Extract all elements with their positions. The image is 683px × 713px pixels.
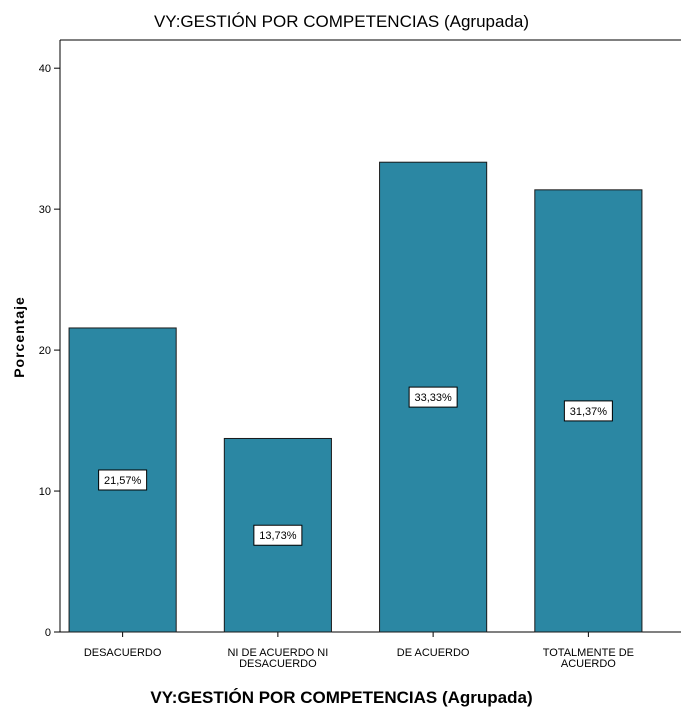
data-label: 31,37%: [570, 406, 608, 418]
data-label-box: [408, 386, 458, 408]
x-axis-title: VY:GESTIÓN POR COMPETENCIAS (Agrupada): [150, 688, 533, 707]
x-tick-label: DESACUERDO: [84, 647, 162, 659]
data-label-box: [98, 469, 148, 491]
bars: [68, 161, 643, 633]
x-tick-label: NI DE ACUERDO NI: [227, 647, 328, 659]
x-tick-label: DESACUERDO: [239, 658, 317, 670]
y-tick-label: 10: [39, 486, 51, 498]
data-label: 21,57%: [104, 475, 142, 487]
data-label-box: [563, 400, 613, 422]
data-label: 13,73%: [259, 530, 297, 542]
y-tick-label: 0: [45, 627, 51, 639]
data-labels: 21,57% 13,73% 33,33% 31,37%: [98, 386, 613, 546]
y-tick-label: 30: [39, 204, 51, 216]
data-label-box: [253, 524, 303, 546]
y-tick-label: 40: [39, 63, 51, 75]
y-tick-label: 20: [39, 345, 51, 357]
y-axis-title: Porcentaje: [11, 296, 27, 378]
data-label: 33,33%: [414, 392, 452, 404]
x-tick-label: TOTALMENTE DE: [543, 647, 634, 659]
chart-title: VY:GESTIÓN POR COMPETENCIAS (Agrupada): [153, 12, 530, 31]
x-tick-label: DE ACUERDO: [397, 647, 470, 659]
x-tick-label: ACUERDO: [561, 658, 616, 670]
